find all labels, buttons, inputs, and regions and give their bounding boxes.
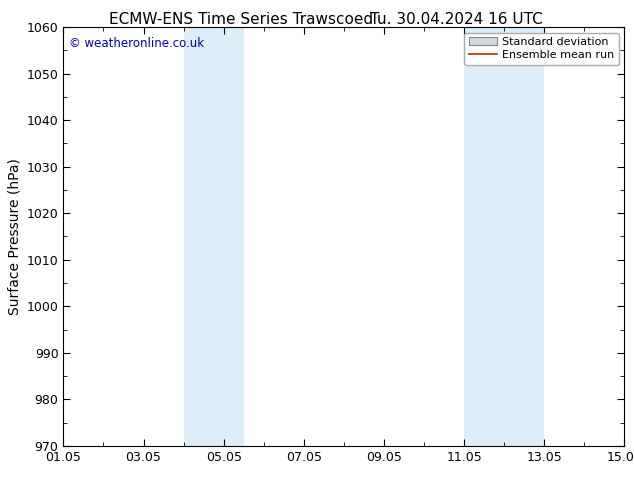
Bar: [184, 27, 243, 446]
Bar: [464, 27, 545, 446]
Legend: Standard deviation, Ensemble mean run: Standard deviation, Ensemble mean run: [465, 32, 619, 65]
Text: Tu. 30.04.2024 16 UTC: Tu. 30.04.2024 16 UTC: [370, 12, 543, 27]
Text: ECMW-ENS Time Series Trawscoed: ECMW-ENS Time Series Trawscoed: [109, 12, 373, 27]
Text: © weatheronline.co.uk: © weatheronline.co.uk: [69, 37, 204, 50]
Y-axis label: Surface Pressure (hPa): Surface Pressure (hPa): [7, 158, 21, 315]
